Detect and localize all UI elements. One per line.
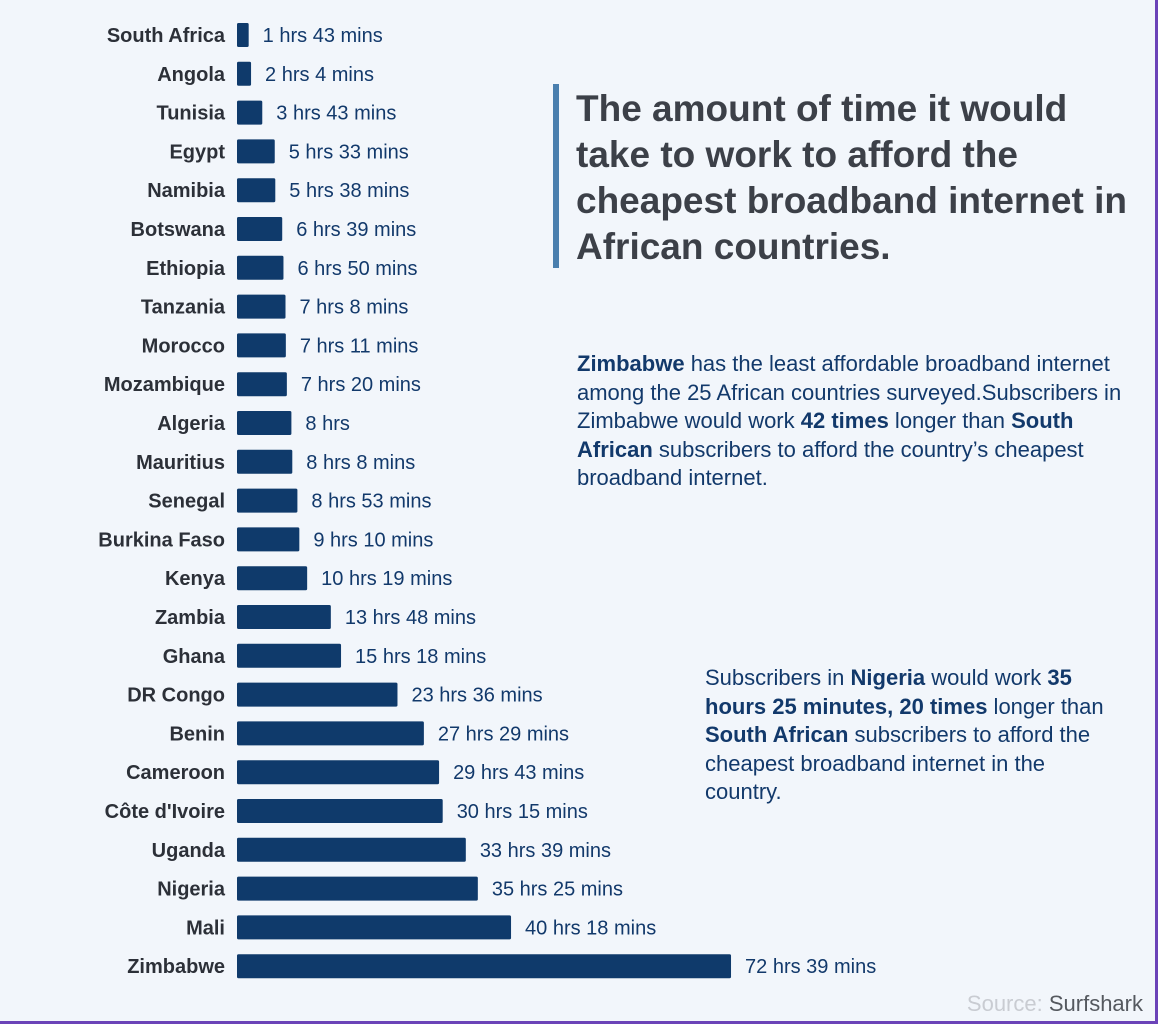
value-label: 29 hrs 43 mins (453, 762, 584, 784)
value-label: 6 hrs 39 mins (296, 219, 416, 241)
source-label: Source: (966, 991, 1049, 1016)
country-label: South Africa (107, 25, 226, 47)
value-label: 33 hrs 39 mins (480, 840, 611, 862)
bar (237, 61, 252, 86)
country-label: Mali (186, 917, 225, 939)
value-label: 72 hrs 39 mins (745, 956, 876, 978)
value-label: 35 hrs 25 mins (492, 879, 623, 901)
source-name: Surfshark (1048, 991, 1143, 1016)
bar (237, 255, 284, 280)
value-label: 5 hrs 38 mins (289, 180, 409, 202)
value-label: 40 hrs 18 mins (525, 917, 656, 939)
bar (237, 139, 275, 164)
value-label: 7 hrs 8 mins (300, 297, 409, 319)
value-label: 8 hrs 53 mins (311, 491, 431, 513)
bar (237, 217, 283, 241)
title-block: The amount of time it would take to work… (553, 84, 1143, 268)
zimbabwe-note: Zimbabwe has the least affordable broadb… (577, 350, 1137, 493)
value-label: 15 hrs 18 mins (355, 646, 486, 668)
bar (237, 876, 478, 901)
nigeria-note-country: Nigeria (850, 665, 926, 690)
bar (237, 605, 331, 629)
country-label: Ghana (163, 646, 226, 668)
value-label: 8 hrs 8 mins (306, 452, 415, 474)
value-label: 7 hrs 20 mins (301, 374, 421, 396)
bar (237, 411, 292, 435)
bar (237, 799, 443, 823)
country-label: Algeria (157, 413, 226, 435)
value-label: 7 hrs 11 mins (300, 335, 419, 357)
zimbabwe-note-country: Zimbabwe (577, 351, 685, 376)
bar (237, 566, 308, 591)
value-label: 3 hrs 43 mins (276, 103, 396, 125)
nigeria-note-comparison: South African (705, 722, 849, 747)
country-label: Benin (169, 723, 225, 745)
nigeria-note-text-3: longer than (987, 693, 1104, 719)
value-label: 6 hrs 50 mins (297, 258, 417, 280)
nigeria-note-text-2: would work (925, 665, 1048, 690)
country-label: Burkina Faso (98, 529, 225, 551)
value-label: 2 hrs 4 mins (265, 64, 374, 86)
value-label: 27 hrs 29 mins (438, 723, 569, 745)
bar (237, 643, 342, 668)
country-label: Tanzania (141, 297, 226, 319)
bar (237, 178, 276, 203)
zimbabwe-note-text-3: subscribers to afford the country’s chea… (577, 436, 1084, 491)
bar (237, 333, 286, 358)
bar (237, 372, 287, 397)
bar (237, 682, 398, 707)
bar (237, 721, 424, 746)
zimbabwe-note-text-2: longer than (888, 408, 1012, 433)
bar (237, 760, 440, 785)
country-label: Mozambique (104, 374, 225, 396)
zimbabwe-note-text-1: has the least affordable broadband inter… (577, 351, 1122, 433)
country-label: Tunisia (156, 103, 225, 125)
country-label: Nigeria (157, 879, 226, 901)
chart-title: The amount of time it would take to work… (576, 88, 1127, 267)
bar (237, 837, 466, 862)
bar (237, 100, 263, 125)
country-label: Cameroon (126, 762, 225, 784)
country-label: DR Congo (127, 685, 225, 707)
country-label: Angola (157, 64, 226, 86)
country-label: Côte d'Ivoire (105, 801, 225, 823)
value-label: 9 hrs 10 mins (313, 529, 433, 551)
country-label: Kenya (165, 568, 226, 590)
country-label: Botswana (131, 219, 226, 241)
zimbabwe-note-comparison: South African (577, 408, 1074, 462)
value-label: 23 hrs 36 mins (411, 685, 542, 707)
value-label: 5 hrs 33 mins (289, 141, 409, 163)
nigeria-note: Subscribers in Nigeria would work 35 hou… (705, 664, 1125, 807)
country-label: Namibia (147, 180, 226, 202)
value-label: 10 hrs 19 mins (321, 568, 452, 590)
country-label: Senegal (148, 491, 225, 513)
value-label: 8 hrs (305, 413, 349, 435)
bar (237, 954, 732, 979)
value-label: 13 hrs 48 mins (345, 607, 476, 629)
bar (237, 488, 298, 513)
bar (237, 449, 293, 474)
bar (237, 23, 249, 47)
country-label: Morocco (142, 335, 225, 357)
zimbabwe-note-multiplier: 42 times (800, 408, 889, 433)
country-label: Uganda (152, 840, 226, 862)
value-label: 30 hrs 15 mins (457, 801, 588, 823)
country-label: Zimbabwe (127, 956, 225, 978)
nigeria-note-text-1: Subscribers in (705, 665, 851, 690)
nigeria-note-duration: 35 hours 25 minutes, 20 times (705, 665, 1072, 719)
bar (237, 527, 300, 552)
country-label: Mauritius (136, 452, 225, 474)
bar (237, 294, 286, 319)
value-label: 1 hrs 43 mins (263, 25, 383, 47)
source-credit: Source: Surfshark (967, 991, 1143, 1017)
country-label: Zambia (155, 607, 226, 629)
country-label: Egypt (169, 141, 225, 163)
bar (237, 915, 512, 940)
country-label: Ethiopia (146, 258, 226, 280)
nigeria-note-text-4: subscribers to afford the cheapest broad… (705, 722, 1091, 804)
